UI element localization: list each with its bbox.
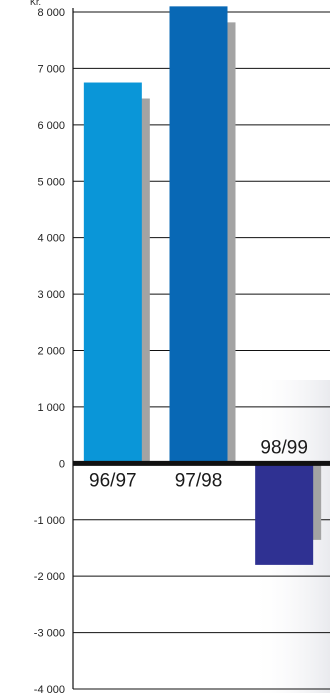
y-tick-label: 5 000 <box>37 176 65 188</box>
y-tick-label: -4 000 <box>34 684 65 693</box>
category-label: 96/97 <box>89 470 137 491</box>
y-tick-label: 3 000 <box>37 289 65 301</box>
bar-97-98 <box>170 6 228 463</box>
y-tick-label: 1 000 <box>37 402 65 414</box>
bar-96-97 <box>84 83 142 464</box>
y-tick-label: -1 000 <box>34 515 65 527</box>
category-label: 98/99 <box>260 437 308 458</box>
y-tick-label: 2 000 <box>37 346 65 358</box>
bar-98-99 <box>255 463 313 565</box>
y-tick-label: 4 000 <box>37 233 65 245</box>
y-tick-label: 0 <box>59 458 65 470</box>
y-tick-label: 6 000 <box>37 120 65 132</box>
y-tick-label: -2 000 <box>34 571 65 583</box>
y-tick-label: -3 000 <box>34 628 65 640</box>
y-tick-label: 8 000 <box>37 7 65 19</box>
y-tick-label: 7 000 <box>37 63 65 75</box>
unit-label: Kr. <box>30 0 41 7</box>
category-label: 97/98 <box>175 470 223 491</box>
